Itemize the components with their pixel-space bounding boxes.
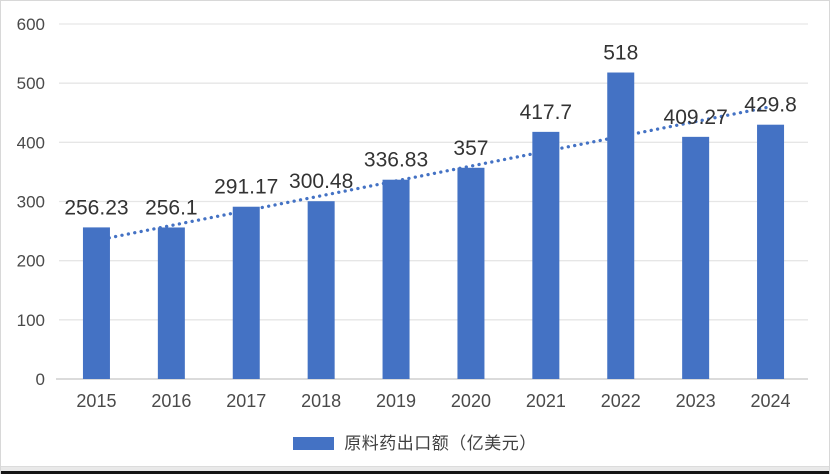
bar-2021	[532, 131, 560, 379]
data-label-2017: 291.17	[214, 176, 278, 199]
bar-2022	[607, 72, 635, 380]
y-axis-tick-label: 400	[17, 133, 45, 152]
data-label-2020: 357	[453, 137, 488, 160]
y-axis-tick-label: 300	[17, 193, 45, 212]
legend-swatch-api-exports	[293, 437, 335, 450]
legend-label: 原料药出口额（亿美元）	[344, 434, 537, 453]
bar-2024	[757, 124, 785, 380]
trendline	[94, 105, 773, 242]
x-axis-tick-label-2024: 2024	[751, 391, 791, 411]
x-axis-tick-label-2017: 2017	[226, 391, 266, 411]
x-axis-tick-label-2018: 2018	[301, 391, 341, 411]
data-label-2024: 429.8	[744, 94, 797, 117]
x-axis-tick-label-2021: 2021	[526, 391, 566, 411]
bar-2017	[232, 206, 260, 379]
bar-2020	[457, 167, 485, 379]
bar-2023	[682, 136, 710, 379]
data-label-2022: 518	[603, 42, 638, 65]
data-label-2018: 300.48	[289, 170, 353, 193]
data-label-2021: 417.7	[520, 101, 573, 124]
x-axis-tick-label-2022: 2022	[601, 391, 641, 411]
bar-2018	[307, 201, 335, 379]
data-label-2023: 409.27	[664, 106, 728, 129]
data-label-2016: 256.1	[145, 196, 198, 219]
window-bottom-bezel	[1, 466, 829, 474]
x-axis-tick-label-2023: 2023	[676, 391, 716, 411]
data-label-2019: 336.83	[364, 149, 428, 172]
x-axis-tick-label-2020: 2020	[451, 391, 491, 411]
bar-chart: 0 100 200 300 400 500 600 256.23 256.1 291.17 300.…	[17, 15, 808, 411]
y-axis-tick-label: 100	[17, 311, 45, 330]
x-axis-tick-label-2015: 2015	[76, 391, 116, 411]
x-axis-tick-label-2016: 2016	[151, 391, 191, 411]
y-axis-tick-label: 0	[36, 370, 45, 389]
y-axis-tick-label: 500	[17, 74, 45, 93]
chart-legend: 原料药出口额（亿美元）	[1, 435, 829, 452]
y-axis-tick-label: 600	[17, 15, 45, 34]
bar-2015	[82, 227, 110, 379]
y-axis-tick-label: 200	[17, 252, 45, 271]
data-label-2015: 256.23	[64, 196, 128, 219]
bar-2016	[157, 227, 185, 379]
x-axis-tick-label-2019: 2019	[376, 391, 416, 411]
bar-2019	[382, 179, 410, 379]
